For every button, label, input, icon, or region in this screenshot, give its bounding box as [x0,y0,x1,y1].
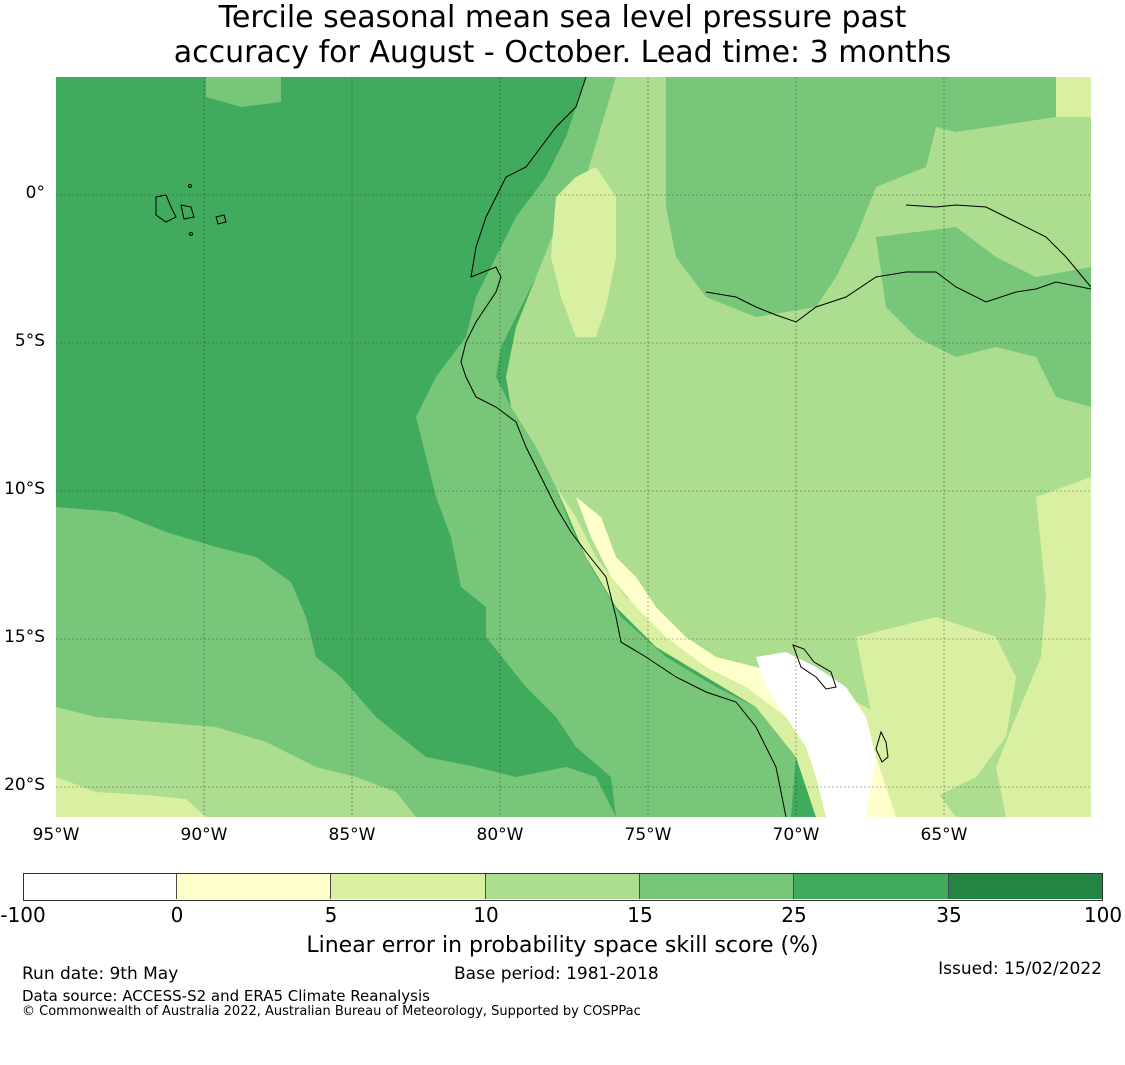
lon-label: 65°W [920,825,968,845]
coastline [460,77,787,817]
amazon-moderate-region [666,77,1056,317]
lat-label: 10°S [4,479,45,499]
colorbar-tick: 25 [781,903,807,927]
lon-label: 75°W [624,825,672,845]
colorbar-tick: 10 [473,903,499,927]
colorbar-segment [949,873,1103,899]
coastal-moderate-strip [416,77,796,817]
amazon-river [705,204,1091,323]
colorbar-tick: 15 [627,903,653,927]
colorbar-segment [794,873,949,899]
lon-label: 95°W [32,825,80,845]
lon-label: 80°W [476,825,524,845]
map-title-line-1: Tercile seasonal mean sea level pressure… [218,0,907,35]
lon-label: 85°W [328,825,376,845]
run-date: Run date: 9th May [22,964,179,984]
southeast-lower-region [996,477,1091,817]
colorbar-tick: 5 [324,903,338,927]
lon-label: 70°W [772,825,820,845]
gridlines [56,77,1091,817]
northeast-lower-patch [1056,77,1091,117]
data-source: Data source: ACCESS-S2 and ERA5 Climate … [22,987,430,1005]
southwest-lowest-region [56,777,206,817]
colorbar-segment [486,873,640,899]
skill-score-map [56,77,1091,817]
map-title-line-2: accuracy for August - October. Lead time… [173,35,952,70]
lon-label: 90°W [180,825,228,845]
colorbar-tick: 35 [936,903,962,927]
colorbar-tick: -100 [0,903,46,927]
colorbar-tick: 100 [1083,903,1123,927]
lat-label: 15°S [4,627,45,647]
colorbar-segment [331,873,486,899]
colorbar [23,873,1103,901]
copyright: © Commonwealth of Australia 2022, Austra… [22,1004,641,1019]
colorbar-segment [177,873,331,899]
lat-label: 20°S [4,775,45,795]
lat-label: 0° [25,183,45,203]
south-central-lower-region [856,617,1016,797]
colorbar-segment [23,873,177,899]
colorbar-label: Linear error in probability space skill … [306,933,819,958]
galapagos-islands [155,184,227,236]
colorbar-tick: 0 [170,903,184,927]
issued-date: Issued: 15/02/2022 [938,959,1102,979]
northern-lower-strip [551,167,616,337]
altiplano-white-patch [756,652,876,817]
lat-label: 5°S [14,331,45,351]
southwest-lower-region [56,707,416,817]
colorbar-frame [23,873,1103,901]
lake-titicaca [792,644,889,763]
colorbar-segment [640,873,794,899]
base-period: Base period: 1981-2018 [454,964,659,984]
north-moderate-patch [206,77,281,107]
